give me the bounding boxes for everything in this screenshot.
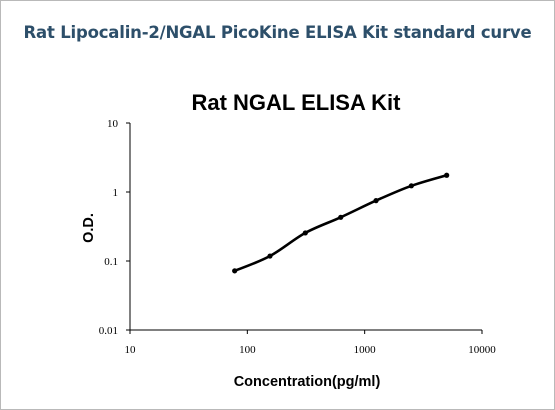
data-point — [373, 198, 379, 204]
chart-ticks: 10 100 1000 10000 0.01 0.1 1 10 — [99, 118, 497, 356]
chart-title: Rat NGAL ELISA Kit — [191, 90, 401, 115]
data-point — [444, 172, 450, 178]
x-tick-label: 10000 — [468, 344, 496, 356]
y-tick-label: 1 — [113, 187, 119, 199]
data-point — [338, 214, 344, 220]
data-points — [232, 172, 450, 274]
x-tick-label: 1000 — [354, 344, 377, 356]
chart-axes — [129, 123, 482, 331]
x-axis-label: Concentration(pg/ml) — [234, 374, 381, 390]
y-tick-label: 10 — [107, 118, 119, 130]
data-point — [408, 183, 414, 189]
x-tick-label: 10 — [125, 344, 137, 356]
data-point — [232, 268, 238, 274]
data-point — [267, 253, 273, 259]
y-tick-label: 0.01 — [99, 325, 118, 337]
page-title: Rat Lipocalin-2/NGAL PicoKine ELISA Kit … — [23, 23, 532, 42]
x-tick-label: 100 — [239, 344, 256, 356]
y-axis-label: O.D. — [81, 213, 97, 243]
y-tick-label: 0.1 — [104, 256, 118, 268]
data-point — [302, 230, 308, 236]
standard-curve-line — [233, 173, 448, 273]
